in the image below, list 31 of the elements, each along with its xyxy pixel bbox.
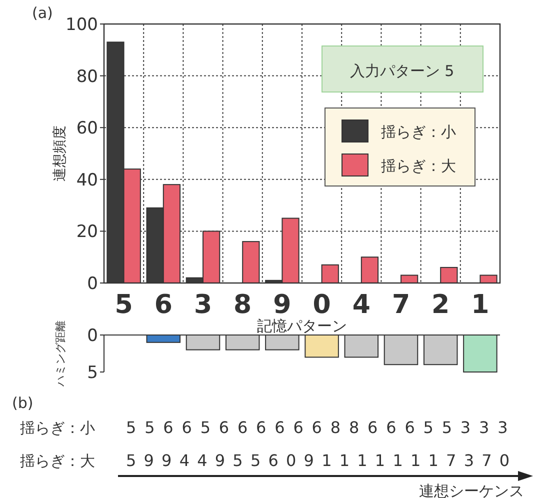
legend-label: 揺らぎ：大: [381, 157, 456, 175]
y-tick-label: 100: [66, 15, 98, 35]
text: 5994495560911111117370: [126, 451, 518, 470]
y-tick-label: 60: [76, 118, 98, 139]
y-tick-label: 20: [76, 222, 98, 242]
y-axis-title: ハミング距離: [54, 320, 67, 388]
y-tick-label: 5: [87, 363, 98, 383]
x-tick-label: 4: [352, 290, 370, 320]
x-tick-label: 9: [273, 290, 292, 320]
x-tick-label: 0: [312, 290, 331, 320]
y-tick-label: 80: [76, 66, 98, 87]
y-axis-title: 連想頻度: [52, 126, 68, 182]
x-tick-label: 6: [154, 290, 172, 320]
x-tick-label: 5: [114, 290, 133, 320]
text: 556656666668866655333: [126, 418, 516, 437]
y-tick-label: 40: [76, 170, 98, 190]
text: (b): [12, 394, 34, 412]
text: 揺らぎ：小: [20, 419, 95, 437]
x-tick-label: 2: [432, 290, 450, 320]
x-tick-label: 8: [234, 290, 252, 320]
annotation: 入力パターン 5: [350, 62, 454, 80]
x-tick-label: 1: [471, 290, 490, 320]
y-tick-label: 0: [87, 326, 98, 346]
text: 連想シーケンス: [419, 482, 524, 498]
legend-label: 揺らぎ：小: [381, 123, 456, 141]
text: 揺らぎ：大: [20, 452, 95, 470]
x-axis-title: 記憶パターン: [257, 317, 347, 335]
y-tick-label: 0: [87, 274, 98, 294]
chart-title: (a): [32, 4, 53, 22]
x-tick-label: 3: [194, 290, 212, 320]
x-tick-label: 7: [392, 290, 410, 320]
